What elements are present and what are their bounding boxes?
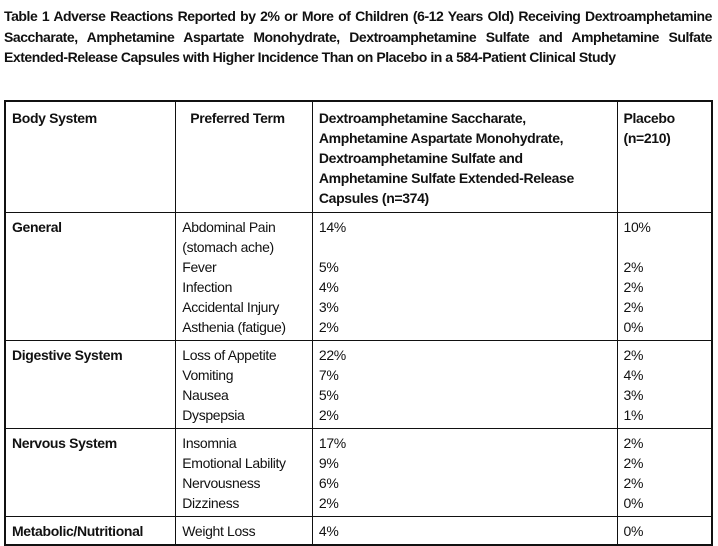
placebo-incidence-cell: 2% <box>616 473 713 493</box>
preferred-term-cell: Abdominal Pain (stomach ache) <box>175 212 313 257</box>
header-cell: Preferred Term <box>175 100 313 213</box>
drug-incidence-cell: 17% <box>311 428 618 453</box>
preferred-term-cell: Loss of Appetite <box>175 340 313 365</box>
placebo-incidence-cell: 2% <box>616 428 713 453</box>
placebo-incidence-cell: 3% <box>616 385 713 405</box>
placebo-incidence-cell: 2% <box>616 277 713 297</box>
drug-incidence-cell: 6% <box>311 473 618 493</box>
placebo-incidence-cell: 4% <box>616 365 713 385</box>
table-row: Nervousness 6% 2% <box>5 473 713 493</box>
placebo-incidence-cell: 2% <box>616 453 713 473</box>
table-row: Nausea 5% 3% <box>5 385 713 405</box>
drug-incidence-cell: 2% <box>311 493 618 517</box>
table-row: Asthenia (fatigue) 2% 0% <box>5 317 713 341</box>
preferred-term-cell: Accidental Injury <box>175 297 313 317</box>
body-system-cell: Digestive System <box>4 340 177 429</box>
drug-incidence-cell: 5% <box>311 257 618 277</box>
preferred-term-cell: Vomiting <box>175 365 313 385</box>
drug-incidence-cell: 7% <box>311 365 618 385</box>
preferred-term-cell: Emotional Lability <box>175 453 313 473</box>
placebo-incidence-cell: 10% <box>616 212 713 257</box>
table-row: Fever 5% 2% <box>5 257 713 277</box>
table-row: Dyspepsia 2% 1% <box>5 405 713 429</box>
table-header: Body System Preferred Term Dextroampheta… <box>4 100 713 213</box>
placebo-incidence-cell: 2% <box>616 257 713 277</box>
placebo-incidence-cell: 1% <box>616 405 713 429</box>
drug-incidence-cell: 9% <box>311 453 618 473</box>
header-cell: Body System <box>4 100 177 213</box>
table-row: Metabolic/Nutritional Weight Loss 4% 0% <box>4 516 713 545</box>
preferred-term-cell: Insomnia <box>175 428 313 453</box>
table-row: General Abdominal Pain (stomach ache) 14% 1… <box>4 212 713 341</box>
table-body: General Abdominal Pain (stomach ache) 14% 1… <box>4 212 713 545</box>
table-title: Table 1 Adverse Reactions Reported by 2%… <box>4 8 712 65</box>
header-cell: Dextroamphetamine Saccharate, Amphetamin… <box>311 100 618 213</box>
table-row: Digestive System Loss of Appetite 22% 2% <box>4 340 713 429</box>
placebo-incidence-cell: 0% <box>616 516 713 545</box>
preferred-term-cell: Nausea <box>175 385 313 405</box>
placebo-incidence-cell: 2% <box>616 340 713 365</box>
body-system-cell: Metabolic/Nutritional <box>4 516 177 545</box>
table-row: Infection 4% 2% <box>5 277 713 297</box>
drug-incidence-cell: 22% <box>311 340 618 365</box>
table-row: Vomiting 7% 4% <box>5 365 713 385</box>
drug-incidence-cell: 4% <box>311 277 618 297</box>
drug-incidence-cell: 2% <box>311 405 618 429</box>
preferred-term-cell: Asthenia (fatigue) <box>175 317 313 341</box>
table-row: Emotional Lability 9% 2% <box>5 453 713 473</box>
header-cell: Placebo (n=210) <box>616 100 713 213</box>
preferred-term-cell: Infection <box>175 277 313 297</box>
header-row: Body System Preferred Term Dextroampheta… <box>4 100 713 213</box>
drug-incidence-cell: 4% <box>311 516 618 545</box>
table-row: Nervous System Insomnia 17% 2% <box>4 428 713 517</box>
placebo-incidence-cell: 0% <box>616 493 713 517</box>
adverse-reactions-table: Body System Preferred Term Dextroampheta… <box>4 100 713 546</box>
body-system-cell: Nervous System <box>4 428 177 517</box>
preferred-term-cell: Dyspepsia <box>175 405 313 429</box>
drug-incidence-cell: 14% <box>311 212 618 257</box>
preferred-term-cell: Weight Loss <box>175 516 313 545</box>
drug-incidence-cell: 2% <box>311 317 618 341</box>
table-row: Dizziness 2% 0% <box>5 493 713 517</box>
body-system-cell: General <box>4 212 177 341</box>
preferred-term-cell: Nervousness <box>175 473 313 493</box>
drug-incidence-cell: 3% <box>311 297 618 317</box>
drug-incidence-cell: 5% <box>311 385 618 405</box>
preferred-term-cell: Dizziness <box>175 493 313 517</box>
preferred-term-cell: Fever <box>175 257 313 277</box>
placebo-incidence-cell: 0% <box>616 317 713 341</box>
placebo-incidence-cell: 2% <box>616 297 713 317</box>
table-row: Accidental Injury 3% 2% <box>5 297 713 317</box>
